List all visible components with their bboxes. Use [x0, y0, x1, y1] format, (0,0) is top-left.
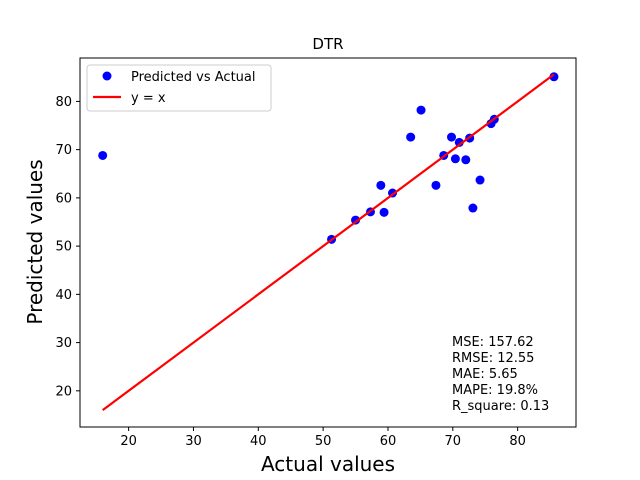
y-tick-label: 70: [55, 143, 72, 158]
x-axis-label: Actual values: [261, 452, 395, 476]
legend-box: [86, 64, 272, 112]
y-tick-label: 20: [55, 384, 72, 399]
x-tick-label: 40: [250, 434, 267, 449]
y-tick-label: 50: [55, 240, 72, 255]
scatter-point: [98, 150, 108, 160]
legend-marker-scatter: [102, 71, 112, 81]
scatter-point: [461, 155, 471, 165]
x-tick-label: 80: [509, 434, 526, 449]
scatter-point: [416, 105, 426, 115]
x-tick-label: 60: [380, 434, 397, 449]
metric-r-square: R_square: 0.13: [452, 399, 549, 414]
metric-mape: MAPE: 19.8%: [452, 383, 538, 398]
x-tick-label: 20: [120, 434, 137, 449]
reference-line-y-equals-x: [102, 73, 555, 412]
y-tick-label: 60: [55, 191, 72, 206]
scatter-point: [447, 132, 457, 142]
x-tick-label: 50: [315, 434, 332, 449]
x-tick-label: 70: [445, 434, 462, 449]
x-axis: 20 30 40 50 60 70 80: [120, 427, 526, 449]
legend-label-scatter: Predicted vs Actual: [131, 70, 255, 85]
scatter-point: [454, 137, 464, 147]
y-tick-label: 80: [55, 95, 72, 110]
scatter-point: [549, 72, 559, 82]
scatter-point: [468, 203, 478, 213]
scatter-point: [475, 175, 485, 185]
metric-mse: MSE: 157.62: [452, 335, 534, 350]
legend: Predicted vs Actual y = x: [86, 64, 272, 112]
scatter-point: [406, 132, 416, 142]
metric-rmse: RMSE: 12.55: [452, 351, 534, 366]
scatter-point: [431, 180, 441, 190]
chart-title: DTR: [312, 35, 343, 53]
scatter-point: [376, 180, 386, 190]
scatter-point: [379, 207, 389, 217]
y-axis: 20 30 40 50 60 70 80: [55, 95, 80, 399]
y-tick-label: 40: [55, 288, 72, 303]
axes-frame: [79, 57, 577, 428]
metrics-annotation: MSE: 157.62 RMSE: 12.55 MAE: 5.65 MAPE: …: [452, 335, 549, 414]
scatter-point: [450, 154, 460, 164]
plot-area: [98, 72, 559, 412]
y-axis-label: Predicted values: [23, 159, 47, 324]
x-tick-label: 30: [185, 434, 202, 449]
metric-mae: MAE: 5.65: [452, 367, 518, 382]
y-tick-label: 30: [55, 336, 72, 351]
legend-label-line: y = x: [131, 91, 166, 106]
